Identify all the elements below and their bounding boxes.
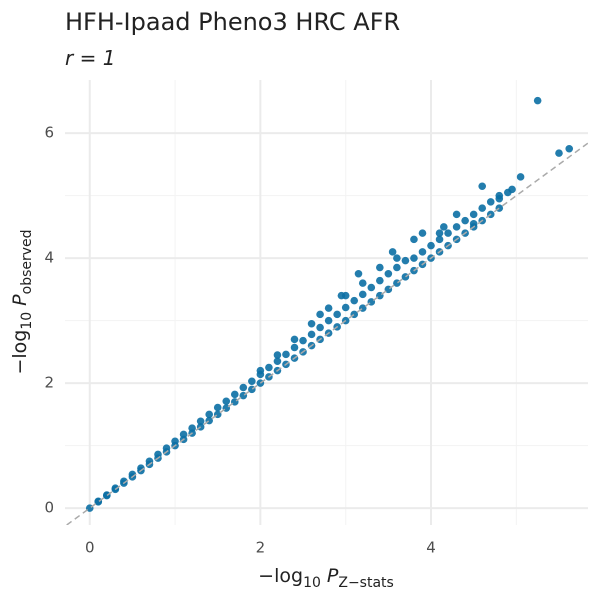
point xyxy=(337,291,346,300)
point xyxy=(94,497,103,506)
reference-line xyxy=(66,142,588,525)
plot-area xyxy=(66,96,588,525)
y-tick-label: 6 xyxy=(44,124,54,142)
point xyxy=(179,430,188,439)
point xyxy=(273,351,282,359)
point xyxy=(324,304,333,312)
point xyxy=(324,316,333,325)
point xyxy=(478,182,487,191)
point xyxy=(316,310,324,319)
point xyxy=(376,276,384,285)
point xyxy=(401,256,410,265)
point xyxy=(299,336,307,345)
point xyxy=(273,357,282,366)
point xyxy=(358,290,367,299)
point xyxy=(205,410,213,419)
point xyxy=(307,330,316,339)
point xyxy=(565,144,574,153)
point xyxy=(265,363,273,372)
point xyxy=(555,149,563,157)
point xyxy=(435,229,444,237)
point xyxy=(452,223,461,231)
point xyxy=(350,296,359,305)
point xyxy=(111,484,120,492)
point xyxy=(307,319,316,328)
x-axis-label: −log10 PZ−stats xyxy=(258,565,394,591)
point xyxy=(376,263,384,272)
point xyxy=(120,477,128,486)
y-label-part: observed xyxy=(19,229,35,294)
x-tick-label: 4 xyxy=(426,539,436,557)
grid xyxy=(65,80,588,525)
point xyxy=(358,279,367,287)
point xyxy=(533,96,542,105)
point xyxy=(418,248,427,256)
point xyxy=(367,283,376,292)
x-tick-label: 0 xyxy=(85,539,95,557)
point xyxy=(282,350,290,359)
point xyxy=(384,269,393,278)
point xyxy=(354,269,363,278)
point xyxy=(440,223,448,231)
point xyxy=(388,248,397,256)
point xyxy=(333,310,341,319)
x-label-part: −log xyxy=(258,565,303,587)
point xyxy=(469,210,478,219)
y-axis-label: −log10 Pobserved xyxy=(9,229,35,374)
y-tick-label: 0 xyxy=(44,499,54,517)
point xyxy=(508,185,516,194)
x-label-part: Z−stats xyxy=(338,575,393,591)
point xyxy=(171,437,179,446)
point xyxy=(188,424,196,432)
point xyxy=(452,210,461,219)
point xyxy=(495,194,504,203)
point xyxy=(248,377,256,386)
point xyxy=(256,366,265,375)
x-tick-label: 2 xyxy=(256,539,266,557)
point xyxy=(290,343,299,352)
point xyxy=(316,323,324,332)
point xyxy=(213,403,222,412)
point xyxy=(239,383,248,392)
x-label-part: P xyxy=(327,565,339,587)
point xyxy=(486,198,495,206)
y-label-part: −log xyxy=(9,330,31,375)
point xyxy=(469,219,478,228)
point xyxy=(222,397,231,406)
point xyxy=(516,173,525,181)
y-tick-label: 4 xyxy=(44,249,54,267)
point xyxy=(427,241,435,250)
point xyxy=(230,390,239,399)
point xyxy=(410,254,418,262)
point xyxy=(478,204,487,212)
point xyxy=(196,417,205,426)
y-label-part: P xyxy=(9,294,31,306)
point xyxy=(461,216,469,225)
y-tick-label: 2 xyxy=(44,374,54,392)
point xyxy=(418,229,427,237)
chart-subtitle: r = 1 xyxy=(65,46,115,70)
x-label-part: 10 xyxy=(303,575,321,591)
point xyxy=(341,303,350,312)
point xyxy=(410,235,418,244)
point xyxy=(435,235,444,244)
y-label-part: 10 xyxy=(19,312,35,330)
point xyxy=(393,263,401,272)
chart-title: HFH-Ipaad Pheno3 HRC AFR xyxy=(65,8,400,36)
point xyxy=(393,254,401,262)
point xyxy=(162,444,171,452)
point xyxy=(444,229,452,237)
point xyxy=(290,335,299,344)
